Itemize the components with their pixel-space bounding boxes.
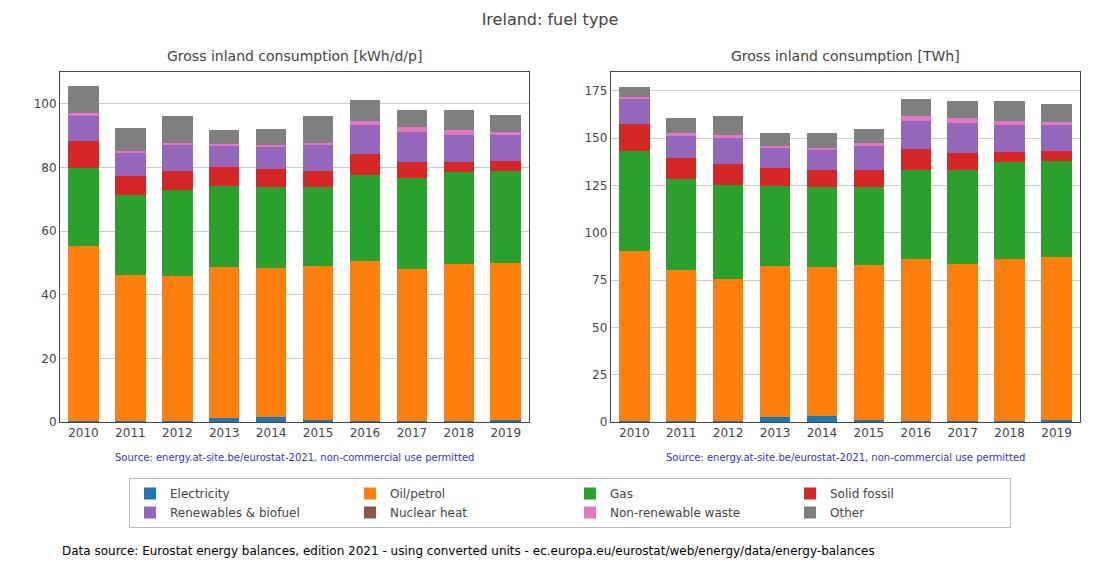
svg-text:40: 40 — [41, 288, 56, 302]
svg-text:80: 80 — [41, 161, 56, 175]
svg-text:2016: 2016 — [901, 426, 932, 440]
svg-text:2015: 2015 — [303, 426, 334, 440]
svg-text:175: 175 — [584, 84, 607, 98]
svg-text:2019: 2019 — [490, 426, 521, 440]
svg-text:2013: 2013 — [209, 426, 240, 440]
svg-text:0: 0 — [600, 415, 608, 429]
svg-text:2015: 2015 — [854, 426, 885, 440]
svg-text:Source: energy.at-site.be/euro: Source: energy.at-site.be/eurostat-2021,… — [115, 452, 474, 463]
svg-text:125: 125 — [584, 179, 607, 193]
svg-text:2017: 2017 — [397, 426, 428, 440]
svg-text:50: 50 — [592, 321, 607, 335]
svg-text:Ireland: fuel type: Ireland: fuel type — [482, 10, 619, 29]
svg-text:2011: 2011 — [666, 426, 697, 440]
svg-text:2018: 2018 — [444, 426, 475, 440]
svg-text:Nuclear heat: Nuclear heat — [390, 506, 467, 520]
svg-text:100: 100 — [584, 226, 607, 240]
svg-text:2010: 2010 — [68, 426, 99, 440]
svg-text:2011: 2011 — [115, 426, 146, 440]
svg-text:2012: 2012 — [162, 426, 193, 440]
svg-text:25: 25 — [592, 368, 607, 382]
svg-text:Gas: Gas — [610, 487, 633, 501]
svg-text:Other: Other — [830, 506, 864, 520]
svg-text:2016: 2016 — [350, 426, 381, 440]
svg-text:Gross inland consumption [kWh/: Gross inland consumption [kWh/d/p] — [167, 48, 422, 64]
svg-text:Oil/petrol: Oil/petrol — [390, 487, 445, 501]
svg-text:2012: 2012 — [713, 426, 744, 440]
svg-text:2018: 2018 — [994, 426, 1025, 440]
svg-text:2014: 2014 — [256, 426, 287, 440]
svg-text:2010: 2010 — [619, 426, 650, 440]
svg-text:20: 20 — [41, 352, 56, 366]
svg-text:150: 150 — [584, 131, 607, 145]
svg-text:Electricity: Electricity — [170, 487, 230, 501]
svg-text:Source: energy.at-site.be/euro: Source: energy.at-site.be/eurostat-2021,… — [666, 452, 1025, 463]
svg-text:60: 60 — [41, 224, 56, 238]
svg-text:100: 100 — [34, 97, 57, 111]
svg-text:75: 75 — [592, 273, 607, 287]
svg-text:0: 0 — [49, 415, 57, 429]
svg-text:2014: 2014 — [807, 426, 838, 440]
svg-text:2013: 2013 — [760, 426, 791, 440]
svg-text:Data source: Eurostat energy b: Data source: Eurostat energy balances, e… — [62, 544, 875, 558]
svg-text:Solid fossil: Solid fossil — [830, 487, 894, 501]
svg-text:Gross inland consumption [TWh]: Gross inland consumption [TWh] — [731, 48, 960, 64]
svg-text:2017: 2017 — [947, 426, 978, 440]
svg-text:Renewables & biofuel: Renewables & biofuel — [170, 506, 300, 520]
svg-text:2019: 2019 — [1041, 426, 1072, 440]
svg-text:Non-renewable waste: Non-renewable waste — [610, 506, 740, 520]
